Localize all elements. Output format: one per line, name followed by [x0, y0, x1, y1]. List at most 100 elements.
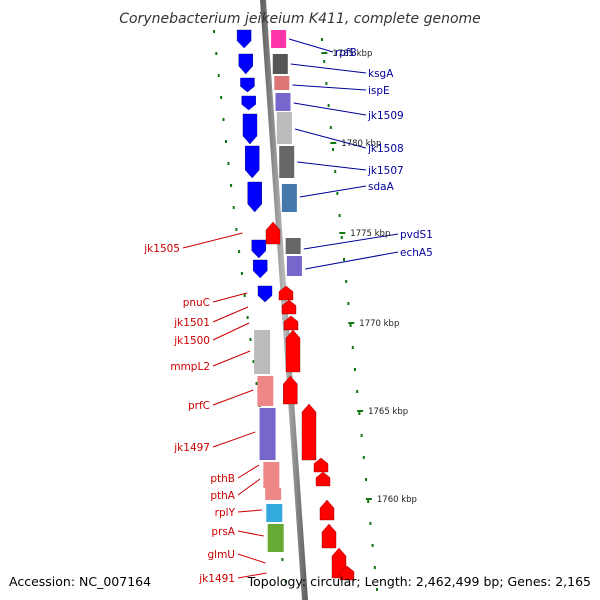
gene-label-line	[212, 306, 249, 323]
inner-ruler-dot	[249, 338, 252, 341]
ruler-label: 1760 kbp	[377, 495, 417, 505]
gene-label-line	[305, 251, 399, 270]
inner-ruler-dot	[235, 228, 238, 231]
gene-label-line	[237, 530, 264, 537]
gene-label-line	[297, 161, 367, 171]
cog-category-box	[274, 76, 290, 90]
reverse-gene-arrow	[238, 53, 253, 75]
gene-label: jk1508	[367, 143, 404, 155]
outer-ruler-dot	[349, 324, 352, 327]
gene-label: pvdS1	[400, 229, 433, 241]
outer-ruler-dot	[356, 390, 359, 393]
cog-category-box	[285, 238, 301, 254]
outer-ruler-dot	[367, 500, 370, 503]
outer-ruler-dot	[327, 104, 330, 107]
inner-ruler-dot	[255, 382, 258, 385]
gene-label: sdaA	[368, 181, 395, 193]
gene-label-line	[212, 350, 251, 367]
outer-ruler-dot	[369, 522, 372, 525]
gene-label: jk1491	[198, 573, 235, 585]
ruler-label: 1775 kbp	[350, 229, 390, 239]
gene-label: ispE	[368, 85, 390, 97]
gene-label-line	[237, 572, 267, 579]
cog-category-box	[265, 488, 282, 500]
ruler-label: 1785 kbp	[332, 49, 372, 59]
gene-label: jk1509	[367, 110, 404, 122]
gene-label: pthA	[210, 490, 235, 502]
inner-ruler-dot	[240, 272, 243, 275]
outer-ruler-dot	[345, 280, 348, 283]
gene-label: mmpL2	[170, 361, 210, 373]
forward-gene-arrow	[285, 329, 301, 373]
outer-ruler-dot	[360, 434, 363, 437]
outer-ruler-dot	[332, 148, 334, 151]
outer-ruler-dot	[347, 302, 350, 305]
cog-category-box	[272, 54, 288, 74]
forward-gene-arrow	[301, 403, 317, 461]
outer-ruler-dot	[358, 412, 361, 415]
reverse-gene-arrow	[236, 29, 252, 49]
gene-label-line	[212, 389, 254, 406]
feature-tracks	[236, 29, 355, 581]
gene-label-line	[293, 102, 367, 116]
cog-category-box	[267, 524, 284, 552]
forward-gene-arrow	[265, 221, 281, 245]
gene-label: jk1507	[367, 165, 404, 177]
cog-category-box	[286, 256, 302, 276]
gene-label-line	[212, 322, 250, 341]
gene-label-line	[292, 84, 367, 91]
ruler-major-tick	[339, 232, 346, 234]
forward-gene-arrow	[278, 285, 294, 301]
ruler-major-tick	[365, 498, 372, 500]
reverse-gene-arrow	[242, 113, 258, 145]
gene-label: jk1497	[173, 442, 210, 454]
outer-ruler-dot	[373, 566, 376, 569]
gene-label-line	[182, 232, 243, 249]
topology-text: Topology: circular; Length: 2,462,499 bp…	[247, 574, 591, 589]
gene-label-line	[303, 233, 399, 250]
outer-ruler-dot	[336, 192, 339, 195]
reverse-gene-arrow	[247, 181, 262, 213]
gene-label: jk1505	[143, 243, 180, 255]
cog-category-box	[275, 93, 291, 111]
ruler-label: 1770 kbp	[359, 319, 399, 329]
cog-category-box	[259, 408, 276, 460]
forward-gene-arrow	[339, 565, 355, 581]
gene-label: pnuC	[183, 297, 210, 309]
forward-gene-arrow	[315, 471, 331, 487]
ruler-label: 1780 kbp	[341, 139, 381, 149]
cog-category-box	[279, 146, 295, 178]
label-layer: 1785 kbp 1780 kbp 1775 kbp 1770 kbp 1765 kbp…	[143, 47, 433, 585]
gene-label-line	[237, 553, 266, 564]
outer-ruler-dot	[325, 82, 328, 85]
outer-ruler-dot	[354, 368, 356, 371]
outer-ruler-dot	[371, 544, 374, 547]
gene-label-line	[237, 478, 261, 496]
gene-label: ksgA	[368, 68, 394, 80]
outer-ruler-dot	[323, 60, 326, 63]
reverse-gene-arrow	[245, 145, 260, 179]
label-lines	[182, 38, 399, 579]
inner-ruler-dot	[281, 558, 284, 561]
outer-ruler-dot	[365, 478, 367, 481]
inner-ruler-dot	[284, 580, 287, 583]
forward-gene-arrow	[313, 457, 329, 473]
inner-ruler-dot	[220, 96, 223, 99]
inner-ruler-dot	[243, 294, 246, 297]
inner-ruler-dot	[227, 162, 230, 165]
gene-label-line	[212, 292, 248, 303]
outer-ruler-dot	[351, 346, 354, 349]
gene-label-line	[237, 464, 260, 479]
inner-ruler-dot	[238, 250, 241, 253]
outer-ruler-dot	[340, 236, 343, 239]
ruler-major-tick	[330, 142, 337, 144]
ruler-major-tick	[321, 52, 328, 54]
gene-label: pthB	[210, 473, 235, 485]
inner-ruler-dot	[232, 206, 235, 209]
gene-label: rplY	[215, 507, 236, 519]
gene-label-line	[294, 128, 367, 149]
outer-ruler-dot	[334, 170, 337, 173]
accession-text: Accession: NC_007164	[9, 574, 151, 589]
